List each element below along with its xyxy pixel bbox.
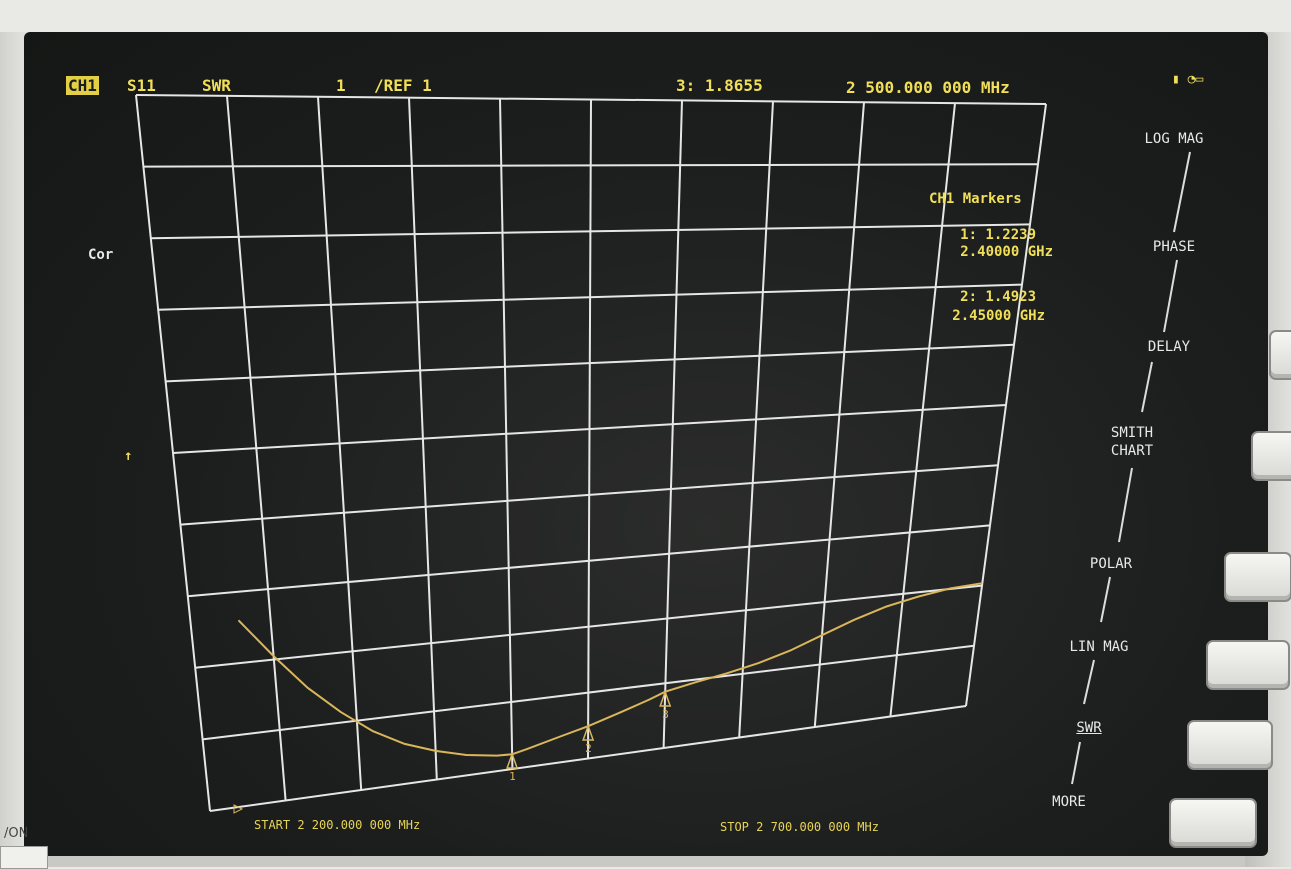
grid-horizontal-line (180, 464, 999, 526)
active-marker-readout: 3: 1.8655 (676, 76, 763, 95)
parameter-label: S11 (127, 76, 156, 95)
grid-horizontal-line (202, 644, 975, 741)
hardware-softkey-8[interactable] (1169, 798, 1257, 848)
grid-horizontal-line (195, 584, 983, 669)
power-label: /ON (4, 826, 29, 841)
marker-2-value: 2: 1.4923 (960, 289, 1036, 305)
reference-arrow-icon: ↑ (124, 448, 133, 464)
softkey-smith-chart[interactable]: SMITH CHART (1110, 425, 1154, 459)
softkey-delay[interactable]: DELAY (1147, 339, 1191, 355)
softkey-separators (1071, 151, 1191, 785)
marker-3-triangle (659, 689, 672, 707)
hardware-softkey-3[interactable] (1269, 330, 1291, 380)
channel-indicator: CH1 (66, 76, 99, 95)
grid-horizontal-line (209, 705, 967, 812)
grid-horizontal-line (143, 163, 1039, 168)
scale-label: 1 (336, 76, 346, 95)
swr-trace (237, 582, 983, 757)
format-label: SWR (202, 76, 231, 95)
hardware-softkey-4[interactable] (1251, 431, 1291, 481)
hardware-softkey-6[interactable] (1206, 640, 1290, 690)
softkey-phase[interactable]: PHASE (1152, 239, 1196, 255)
reference-label: /REF 1 (374, 76, 432, 95)
softkey-polar[interactable]: POLAR (1089, 556, 1133, 572)
correction-indicator: Cor (88, 247, 114, 263)
softkey-more[interactable]: MORE (1052, 794, 1086, 810)
markers-panel-title: CH1 Markers (929, 191, 1022, 207)
hardware-softkey-5[interactable] (1224, 552, 1291, 602)
start-frequency: START 2 200.000 000 MHz (254, 818, 421, 832)
marker-2-triangle (582, 723, 595, 741)
marker-3-label: 3 (662, 708, 669, 721)
marker-2-label: 2 (585, 742, 592, 755)
softkey-lin-mag[interactable]: LIN MAG (1069, 639, 1129, 655)
marker-1-triangle (506, 751, 519, 769)
marker-2-frequency: 2.45000 GHz (952, 308, 1045, 324)
grid-horizontal-line (172, 404, 1007, 454)
marker-1-label: 1 (509, 770, 516, 783)
hardware-softkey-7[interactable] (1187, 720, 1273, 770)
active-marker-frequency: 2 500.000 000 MHz (846, 78, 1010, 97)
grid-horizontal-line (165, 343, 1015, 383)
status-icons: ▮ ◔▭ (1172, 72, 1204, 87)
power-switch[interactable] (0, 846, 48, 869)
grid-horizontal-line (158, 283, 1023, 311)
marker-1-value: 1: 1.2239 (960, 227, 1036, 243)
start-indicator-icon (233, 804, 244, 814)
grid-horizontal-line (187, 524, 991, 598)
grid-horizontal-line (135, 94, 1047, 105)
measurement-plot: 1 2 3 (135, 94, 1047, 814)
stop-frequency: STOP 2 700.000 000 MHz (720, 820, 879, 834)
analyzer-screen: CH1 S11 SWR 1 /REF 1 3: 1.8655 2 500.000… (24, 32, 1268, 856)
softkey-swr[interactable]: SWR (1076, 720, 1102, 736)
softkey-log-mag[interactable]: LOG MAG (1144, 131, 1204, 147)
marker-1-frequency: 2.40000 GHz (960, 244, 1053, 260)
grid-horizontal-line (150, 223, 1031, 240)
